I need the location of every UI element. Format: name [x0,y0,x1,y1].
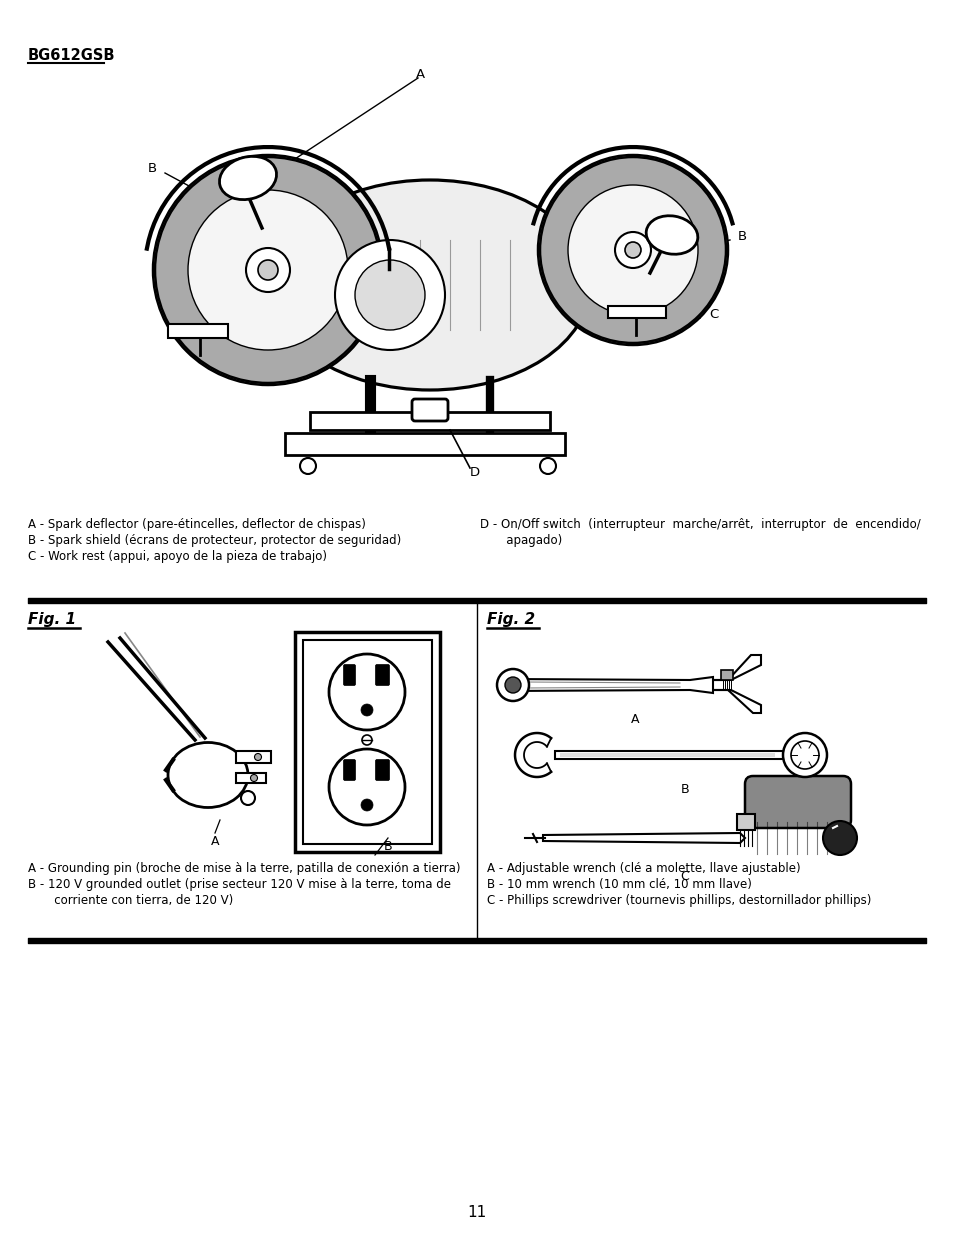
Bar [607,306,665,317]
Polygon shape [559,753,774,757]
FancyBboxPatch shape [343,664,355,685]
Text: Fig. 1: Fig. 1 [28,613,76,627]
Circle shape [355,261,424,330]
Text: BG612GSB: BG612GSB [28,48,115,63]
Text: B - 10 mm wrench (10 mm clé, 10 mm llave): B - 10 mm wrench (10 mm clé, 10 mm llave… [486,878,751,890]
Circle shape [329,655,405,730]
Circle shape [624,242,640,258]
Circle shape [241,790,254,805]
Ellipse shape [270,180,589,390]
Ellipse shape [219,157,276,200]
Circle shape [539,157,725,343]
Bar [235,773,266,783]
Bar [168,324,228,338]
Polygon shape [712,655,760,680]
Text: A - Grounding pin (broche de mise à la terre, patilla de conexión a tierra): A - Grounding pin (broche de mise à la t… [28,862,460,876]
FancyBboxPatch shape [375,760,389,781]
Circle shape [539,458,556,474]
Text: C - Work rest (appui, apoyo de la pieza de trabajo): C - Work rest (appui, apoyo de la pieza … [28,550,327,563]
Bar [235,751,271,763]
Circle shape [537,156,727,345]
FancyBboxPatch shape [744,776,850,827]
Circle shape [361,735,372,745]
Circle shape [360,704,373,716]
Text: B: B [680,783,689,797]
Circle shape [257,261,277,280]
Text: C - Phillips screwdriver (tournevis phillips, destornillador phillips): C - Phillips screwdriver (tournevis phil… [486,894,870,906]
Polygon shape [504,677,712,693]
Text: C: C [679,869,689,883]
Circle shape [188,190,348,350]
FancyBboxPatch shape [412,399,448,421]
Circle shape [360,799,373,811]
Circle shape [782,734,826,777]
FancyBboxPatch shape [375,664,389,685]
Circle shape [299,458,315,474]
Text: B - 120 V grounded outlet (prise secteur 120 V mise à la terre, toma de: B - 120 V grounded outlet (prise secteur… [28,878,451,890]
FancyBboxPatch shape [343,760,355,781]
Polygon shape [555,748,789,762]
Circle shape [246,248,290,291]
Circle shape [497,669,529,701]
Circle shape [152,156,382,385]
Circle shape [329,748,405,825]
Ellipse shape [168,742,248,808]
Text: B: B [737,231,746,243]
Circle shape [790,741,818,769]
Bar [285,433,564,454]
Text: C: C [709,309,718,321]
Text: 11: 11 [467,1205,486,1220]
Ellipse shape [645,216,697,254]
Text: apagado): apagado) [479,534,561,547]
Text: A: A [415,68,424,82]
Circle shape [335,240,444,350]
Circle shape [254,753,261,761]
Bar [294,632,439,852]
Circle shape [567,185,698,315]
Text: D: D [470,466,479,478]
Circle shape [615,232,650,268]
Polygon shape [712,690,760,713]
Text: A: A [630,713,639,726]
Text: A: A [211,835,219,848]
Text: B: B [383,840,392,853]
Bar [737,814,754,830]
Text: B - Spark shield (écrans de protecteur, protector de seguridad): B - Spark shield (écrans de protecteur, … [28,534,401,547]
Circle shape [822,821,856,855]
Text: corriente con tierra, de 120 V): corriente con tierra, de 120 V) [28,894,233,906]
Text: D - On/Off switch  (interrupteur  marche/arrêt,  interruptor  de  encendido/: D - On/Off switch (interrupteur marche/a… [479,517,920,531]
Bar [720,671,732,680]
Circle shape [504,677,520,693]
Polygon shape [542,832,744,844]
Circle shape [251,774,257,782]
Text: B: B [148,162,156,174]
Circle shape [154,157,380,383]
Text: A - Adjustable wrench (clé a molette, llave ajustable): A - Adjustable wrench (clé a molette, ll… [486,862,800,876]
Text: A - Spark deflector (pare-étincelles, deflector de chispas): A - Spark deflector (pare-étincelles, de… [28,517,366,531]
Text: Fig. 2: Fig. 2 [486,613,535,627]
Bar [303,640,432,844]
Bar [310,412,550,430]
